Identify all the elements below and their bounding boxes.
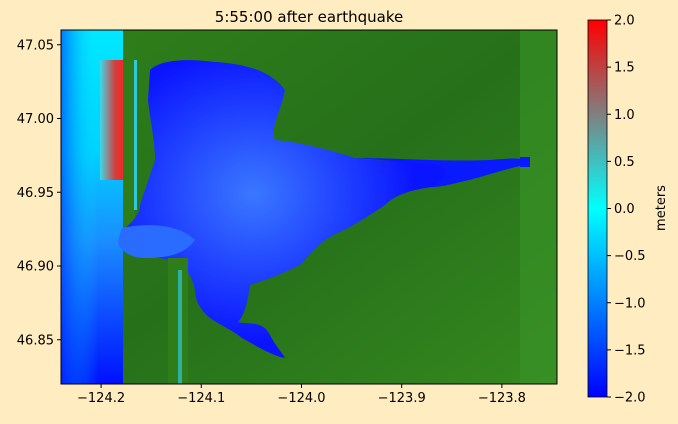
wave-crest-band — [100, 60, 125, 180]
colorbar-tick-label: 0.5 — [614, 155, 635, 170]
y-tick-label: 46.85 — [17, 333, 54, 348]
plot-area — [61, 30, 557, 384]
spit-cyan-edge — [134, 60, 137, 210]
colorbar-tick-label: 1.0 — [614, 108, 635, 123]
colorbar-tick-label: 0.0 — [614, 202, 635, 217]
x-tick-label: −123.9 — [378, 391, 426, 406]
x-tick-label: −124.0 — [277, 391, 325, 406]
colorbar-tick-label: −0.5 — [614, 249, 646, 264]
colorbar-ticks: 2.0 1.5 1.0 0.5 0.0 −0.5 −1.0 −1.5 −2.0 — [607, 14, 646, 406]
chart-title: 5:55:00 after earthquake — [215, 8, 403, 26]
colorbar-tick-label: −2.0 — [614, 391, 646, 406]
x-tick-label: −124.1 — [177, 391, 225, 406]
colorbar-tick-label: −1.5 — [614, 343, 646, 358]
plot-frame — [60, 29, 558, 385]
south-beach-edge — [178, 270, 182, 384]
x-tick-label: −123.8 — [478, 391, 526, 406]
colorbar-tick-label: 1.5 — [614, 61, 635, 76]
east-channel — [355, 158, 525, 187]
colorbar — [587, 19, 608, 398]
x-tick-label: −124.2 — [77, 391, 125, 406]
y-tick-label: 47.00 — [17, 112, 54, 127]
coastal-spit — [123, 30, 135, 230]
harbor-entrance — [118, 225, 195, 258]
colorbar-tick-label: −1.0 — [614, 296, 646, 311]
river-mouth — [520, 157, 530, 167]
land-highlands — [520, 30, 557, 384]
colorbar-label: meters — [654, 185, 669, 231]
x-axis: −124.2 −124.1 −124.0 −123.9 −123.8 — [77, 384, 526, 406]
bay-water — [122, 60, 450, 358]
y-tick-label: 47.05 — [17, 38, 54, 53]
colorbar-tick-label: 2.0 — [614, 14, 635, 29]
y-tick-label: 46.90 — [17, 260, 54, 275]
y-tick-label: 46.95 — [17, 186, 54, 201]
y-axis: 46.85 46.90 46.95 47.00 47.05 — [17, 38, 61, 348]
